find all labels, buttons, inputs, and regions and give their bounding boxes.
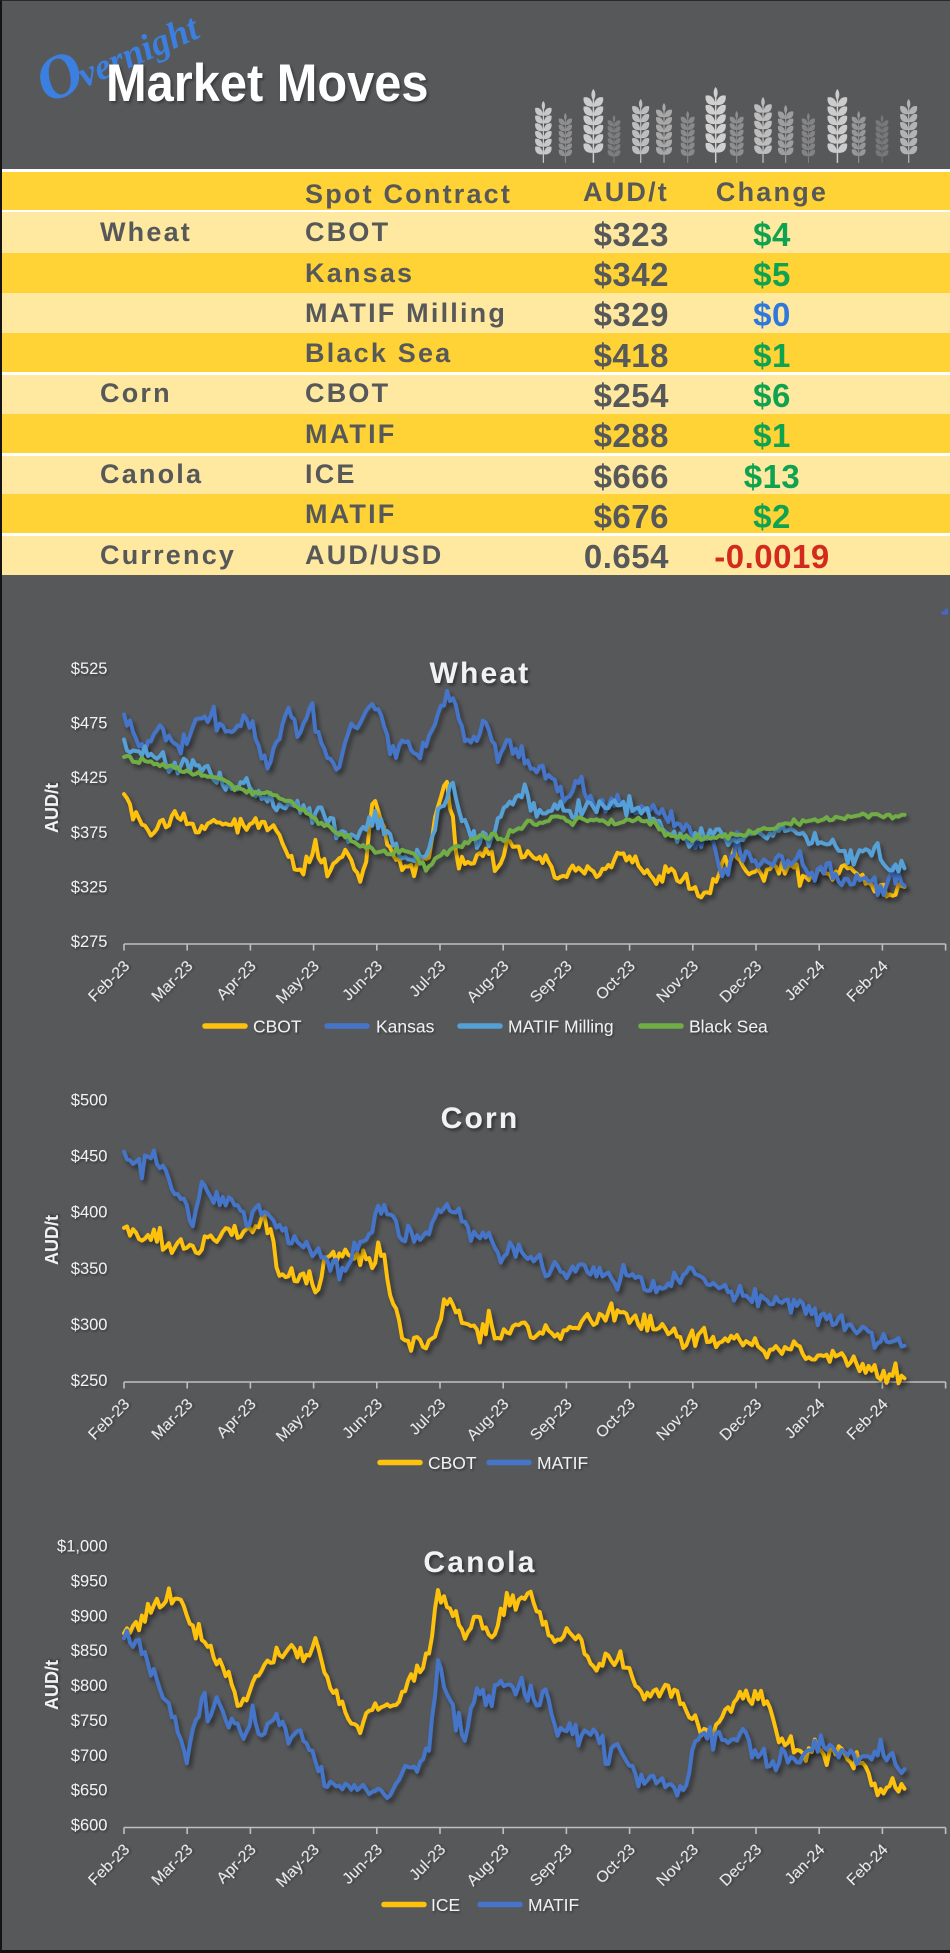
svg-text:$900: $900: [71, 1607, 108, 1625]
svg-text:Jul-23: Jul-23: [406, 1396, 449, 1439]
svg-text:$600: $600: [71, 1817, 108, 1835]
svg-text:Oct-23: Oct-23: [593, 1841, 639, 1887]
svg-text:MATIF Milling: MATIF Milling: [508, 1017, 614, 1037]
svg-text:$475: $475: [71, 715, 108, 733]
svg-text:Dec-23: Dec-23: [717, 1396, 766, 1445]
svg-text:Dec-23: Dec-23: [717, 1841, 766, 1890]
svg-text:Dec-23: Dec-23: [717, 958, 766, 1007]
svg-text:Wheat: Wheat: [430, 657, 531, 690]
svg-text:May-23: May-23: [273, 958, 323, 1008]
svg-text:Feb-24: Feb-24: [844, 1396, 892, 1444]
svg-text:Jul-23: Jul-23: [406, 958, 449, 1001]
svg-text:Jan-24: Jan-24: [782, 1396, 829, 1443]
svg-text:Jul-23: Jul-23: [406, 1841, 449, 1884]
svg-text:Apr-23: Apr-23: [214, 958, 260, 1004]
svg-text:Feb-24: Feb-24: [844, 958, 892, 1006]
svg-text:$300: $300: [71, 1316, 108, 1334]
svg-text:AUD/t: AUD/t: [42, 1660, 62, 1710]
svg-text:MATIF: MATIF: [528, 1895, 579, 1915]
svg-text:Mar-23: Mar-23: [149, 1396, 197, 1444]
svg-text:$950: $950: [71, 1572, 108, 1590]
svg-text:Feb-23: Feb-23: [85, 1841, 133, 1889]
svg-text:Feb-23: Feb-23: [85, 958, 133, 1006]
svg-text:Jan-24: Jan-24: [782, 958, 829, 1005]
svg-text:Sep-23: Sep-23: [527, 958, 576, 1007]
svg-text:May-23: May-23: [273, 1841, 323, 1891]
svg-text:MATIF: MATIF: [537, 1453, 588, 1473]
svg-text:Canola: Canola: [423, 1546, 536, 1579]
svg-text:Jun-23: Jun-23: [340, 958, 387, 1005]
svg-text:Kansas: Kansas: [376, 1017, 435, 1037]
svg-text:Sep-23: Sep-23: [527, 1396, 576, 1445]
svg-text:$425: $425: [71, 769, 108, 787]
svg-text:$1,000: $1,000: [57, 1538, 107, 1556]
svg-text:Sep-23: Sep-23: [527, 1841, 576, 1890]
svg-text:ICE: ICE: [431, 1895, 460, 1915]
svg-text:$500: $500: [71, 1092, 108, 1110]
svg-text:$375: $375: [71, 824, 108, 842]
svg-text:Aug-23: Aug-23: [464, 1841, 513, 1890]
svg-text:Oct-23: Oct-23: [593, 958, 639, 1004]
svg-text:$525: $525: [71, 660, 108, 678]
svg-text:Nov-23: Nov-23: [654, 1396, 703, 1445]
svg-text:AUD/t: AUD/t: [42, 783, 62, 833]
svg-text:Jun-23: Jun-23: [340, 1841, 387, 1888]
svg-text:Apr-23: Apr-23: [214, 1841, 260, 1887]
svg-text:CBOT: CBOT: [253, 1017, 302, 1037]
svg-text:Corn: Corn: [441, 1102, 520, 1135]
svg-text:Mar-23: Mar-23: [149, 1841, 197, 1889]
svg-text:$250: $250: [71, 1372, 108, 1390]
svg-text:Black Sea: Black Sea: [689, 1017, 768, 1037]
svg-text:$325: $325: [71, 878, 108, 896]
svg-text:$450: $450: [71, 1148, 108, 1166]
svg-text:$650: $650: [71, 1782, 108, 1800]
svg-text:Aug-23: Aug-23: [464, 958, 513, 1007]
svg-text:Jan-24: Jan-24: [782, 1841, 829, 1888]
svg-text:May-23: May-23: [273, 1396, 323, 1446]
svg-text:Nov-23: Nov-23: [654, 958, 703, 1007]
svg-text:$400: $400: [71, 1204, 108, 1222]
svg-text:Apr-23: Apr-23: [214, 1396, 260, 1442]
svg-text:AUD/t: AUD/t: [42, 1215, 62, 1265]
svg-text:Jun-23: Jun-23: [340, 1396, 387, 1443]
svg-text:Oct-23: Oct-23: [593, 1396, 639, 1442]
svg-text:Mar-23: Mar-23: [149, 958, 197, 1006]
svg-text:$350: $350: [71, 1260, 108, 1278]
svg-text:$275: $275: [71, 933, 108, 951]
svg-text:$800: $800: [71, 1677, 108, 1695]
svg-text:CBOT: CBOT: [428, 1453, 477, 1473]
svg-text:Aug-23: Aug-23: [464, 1396, 513, 1445]
svg-text:Nov-23: Nov-23: [654, 1841, 703, 1890]
svg-text:Feb-24: Feb-24: [844, 1841, 892, 1889]
svg-text:$750: $750: [71, 1712, 108, 1730]
svg-text:$850: $850: [71, 1642, 108, 1660]
svg-text:$700: $700: [71, 1747, 108, 1765]
svg-text:Feb-23: Feb-23: [85, 1396, 133, 1444]
